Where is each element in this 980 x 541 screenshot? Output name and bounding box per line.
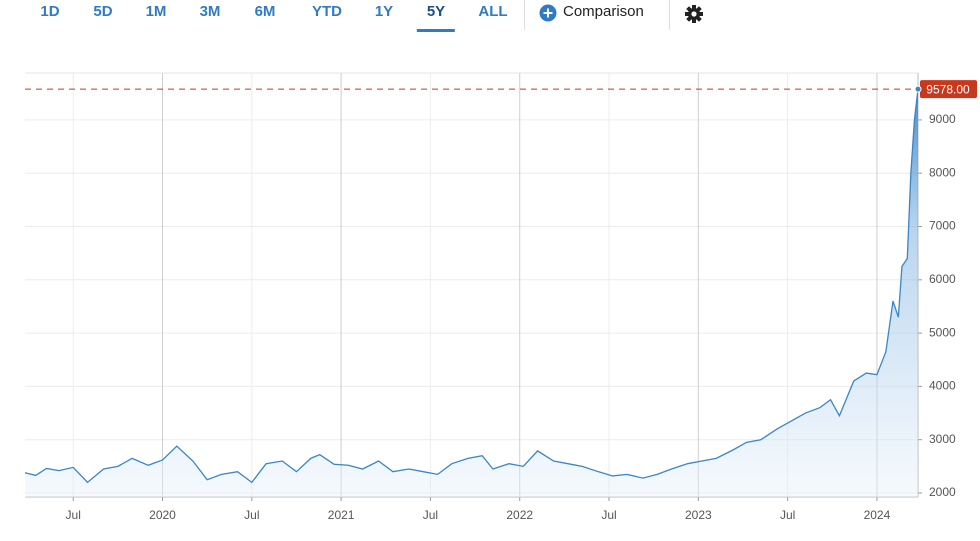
x-tick-label: 2020 <box>149 508 176 522</box>
range-button[interactable]: 3M <box>199 3 221 20</box>
x-tick-label: 2021 <box>328 508 355 522</box>
x-tick-label: Jul <box>66 508 81 522</box>
range-button[interactable]: 1M <box>145 3 167 20</box>
range-button[interactable]: 5D <box>93 3 113 20</box>
toolbar: Comparison 1D 5D 1M 3M 6M YTD 1Y 5Y ALL <box>0 0 980 40</box>
y-tick-label: 5000 <box>929 325 956 339</box>
last-price-label: 9578.00 <box>926 82 970 96</box>
x-tick-label: 2022 <box>506 508 533 522</box>
range-button[interactable]: 5Y <box>416 3 456 32</box>
range-button[interactable]: YTD <box>312 3 342 20</box>
comparison-button[interactable]: Comparison <box>563 3 644 20</box>
range-button[interactable]: 6M <box>254 3 276 20</box>
x-tick-label: Jul <box>601 508 616 522</box>
y-tick-label: 2000 <box>929 485 956 499</box>
chart: 2000 3000 4000 5000 6000 7000 8000 9000 Jul 2020 J… <box>24 72 977 522</box>
y-tick-label: 7000 <box>929 219 956 233</box>
x-tick-label: 2023 <box>685 508 712 522</box>
x-tick-label: Jul <box>423 508 438 522</box>
price-line <box>24 89 919 484</box>
area-fill <box>25 89 918 497</box>
range-button[interactable]: 1D <box>40 3 60 20</box>
last-price-dot <box>914 85 922 93</box>
separator <box>669 0 670 30</box>
x-tick-label: Jul <box>780 508 795 522</box>
y-tick-label: 9000 <box>929 112 956 126</box>
range-button[interactable]: 1Y <box>374 3 394 20</box>
y-tick-label: 4000 <box>929 379 956 393</box>
range-button[interactable]: ALL <box>478 3 508 20</box>
plus-icon[interactable] <box>539 4 557 22</box>
y-tick-label: 8000 <box>929 165 956 179</box>
x-tick-label: 2024 <box>864 508 891 522</box>
y-tick-label: 3000 <box>929 432 956 446</box>
last-price-flag <box>920 80 977 99</box>
y-tick-label: 6000 <box>929 272 956 286</box>
x-tick-label: Jul <box>244 508 259 522</box>
settings-icon[interactable] <box>684 4 704 24</box>
separator <box>524 0 525 30</box>
